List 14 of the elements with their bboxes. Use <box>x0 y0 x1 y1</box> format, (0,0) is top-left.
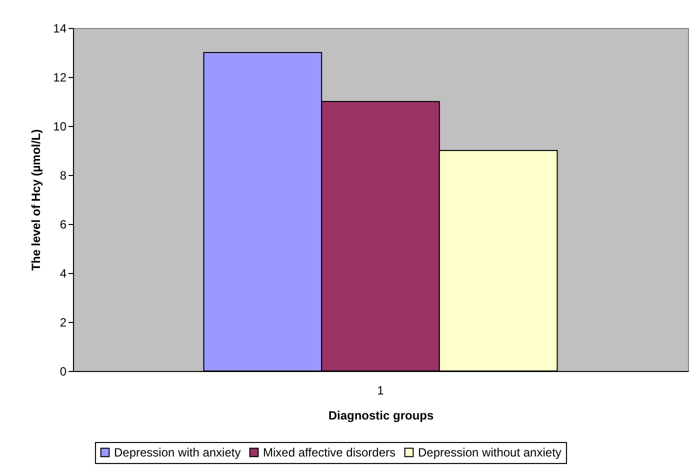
y-tick-label: 10 <box>53 120 67 134</box>
y-tick-label: 14 <box>53 22 67 36</box>
y-tick-label: 6 <box>60 218 67 232</box>
y-tick-label: 4 <box>60 266 67 280</box>
y-tick-label: 12 <box>53 70 67 84</box>
legend-label: Mixed affective disorders <box>263 445 396 460</box>
y-axis-title: The level of Hcy (µmol/L) <box>29 129 44 271</box>
y-tick-label: 0 <box>60 364 67 378</box>
x-axis-title: Diagnostic groups <box>328 408 434 422</box>
x-tick-label: 1 <box>377 384 384 398</box>
y-tick-label: 8 <box>60 168 67 182</box>
legend-label: Depression with anxiety <box>114 445 241 460</box>
y-tick-label: 2 <box>60 316 67 330</box>
legend-label: Depression without anxiety <box>418 445 562 460</box>
